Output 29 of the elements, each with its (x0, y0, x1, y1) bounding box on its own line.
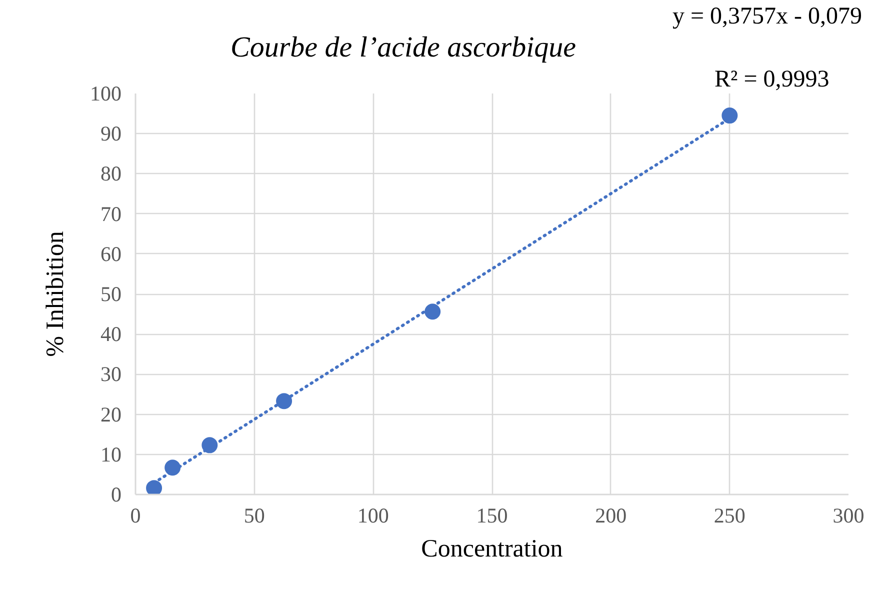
point (276, 393, 292, 410)
point (164, 460, 181, 476)
point (722, 108, 738, 124)
x-tick-label: 150 (476, 504, 508, 528)
x-tick-label: 250 (714, 504, 746, 528)
y-tick-label: 100 (90, 82, 122, 106)
y-tick-label: 70 (100, 202, 122, 226)
y-tick-label: 50 (100, 282, 122, 306)
x-tick-label: 300 (832, 504, 864, 528)
x-tick-label: 100 (357, 504, 389, 528)
y-tick-label: 60 (100, 242, 122, 266)
x-tick-label: 50 (244, 504, 265, 528)
y-tick-label: 30 (100, 362, 122, 386)
point (424, 304, 441, 320)
y-tick-label: 20 (100, 402, 122, 426)
point (146, 480, 162, 494)
y-tick-label: 80 (100, 162, 122, 186)
chart-title: Courbe de l’acide ascorbique (230, 32, 576, 64)
y-tick-label: 90 (100, 122, 122, 146)
text: y = 0,3757x - 0,079 (672, 4, 862, 30)
y-tick-label: 0 (111, 482, 122, 506)
point (202, 437, 218, 454)
x-tick-label: 0 (130, 504, 141, 528)
y-tick-label: 40 (100, 322, 122, 346)
text: R² = 0,9993 (714, 66, 830, 92)
x-tick-label: 200 (595, 504, 627, 528)
x-axis-title: Concentration (421, 536, 564, 562)
y-axis-title: % Inhibition (42, 230, 69, 357)
y-tick-label: 10 (100, 442, 122, 466)
